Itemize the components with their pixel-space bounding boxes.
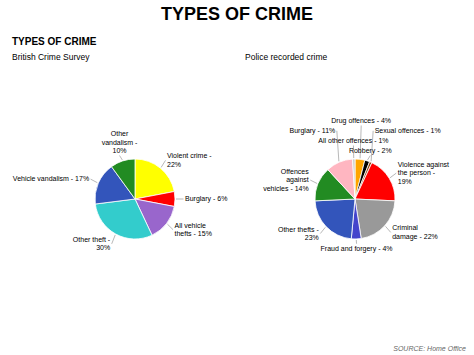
svg-text:Offences: Offences [281, 168, 309, 175]
svg-text:10%: 10% [113, 147, 127, 154]
svg-text:Burglary - 11%: Burglary - 11% [290, 127, 336, 135]
svg-text:Violent crime -: Violent crime - [167, 152, 212, 159]
svg-text:damage - 22%: damage - 22% [392, 233, 438, 241]
svg-text:against: against [286, 176, 309, 184]
svg-text:Other thefts -: Other thefts - [278, 226, 320, 233]
svg-text:All vehicle: All vehicle [175, 222, 207, 229]
svg-text:30%: 30% [96, 244, 110, 251]
html-text:Police recorded crime: Police recorded crime [245, 52, 328, 62]
svg-text:vandalism -: vandalism - [102, 139, 138, 146]
svg-text:All other offences - 1%: All other offences - 1% [318, 137, 388, 144]
svg-text:22%: 22% [167, 161, 181, 168]
svg-text:Fraud and forgery - 4%: Fraud and forgery - 4% [321, 245, 393, 253]
svg-text:Robbery - 2%: Robbery - 2% [349, 147, 392, 155]
svg-text:Sexual offences - 1%: Sexual offences - 1% [375, 127, 441, 134]
svg-text:Violence against: Violence against [398, 161, 449, 169]
svg-text:19%: 19% [398, 178, 412, 185]
svg-text:Drug offences - 4%: Drug offences - 4% [331, 117, 391, 125]
svg-text:the person -: the person - [398, 169, 436, 177]
svg-text:Other: Other [111, 130, 129, 137]
svg-text:Criminal: Criminal [392, 224, 418, 231]
svg-text:23%: 23% [305, 234, 319, 241]
html-text:British Crime Survey: British Crime Survey [12, 52, 90, 62]
svg-text:thefts - 15%: thefts - 15% [175, 230, 212, 237]
html-text:SOURCE: Home Office: SOURCE: Home Office [393, 345, 466, 352]
svg-text:Vehicle vandalism - 17%: Vehicle vandalism - 17% [13, 175, 89, 182]
svg-text:vehicles - 14%: vehicles - 14% [263, 185, 309, 192]
html-text:TYPES OF CRIME: TYPES OF CRIME [161, 4, 313, 24]
svg-text:Burglary - 6%: Burglary - 6% [185, 195, 227, 203]
html-text:TYPES OF CRIME: TYPES OF CRIME [12, 36, 97, 47]
svg-text:Other theft -: Other theft - [73, 236, 111, 243]
